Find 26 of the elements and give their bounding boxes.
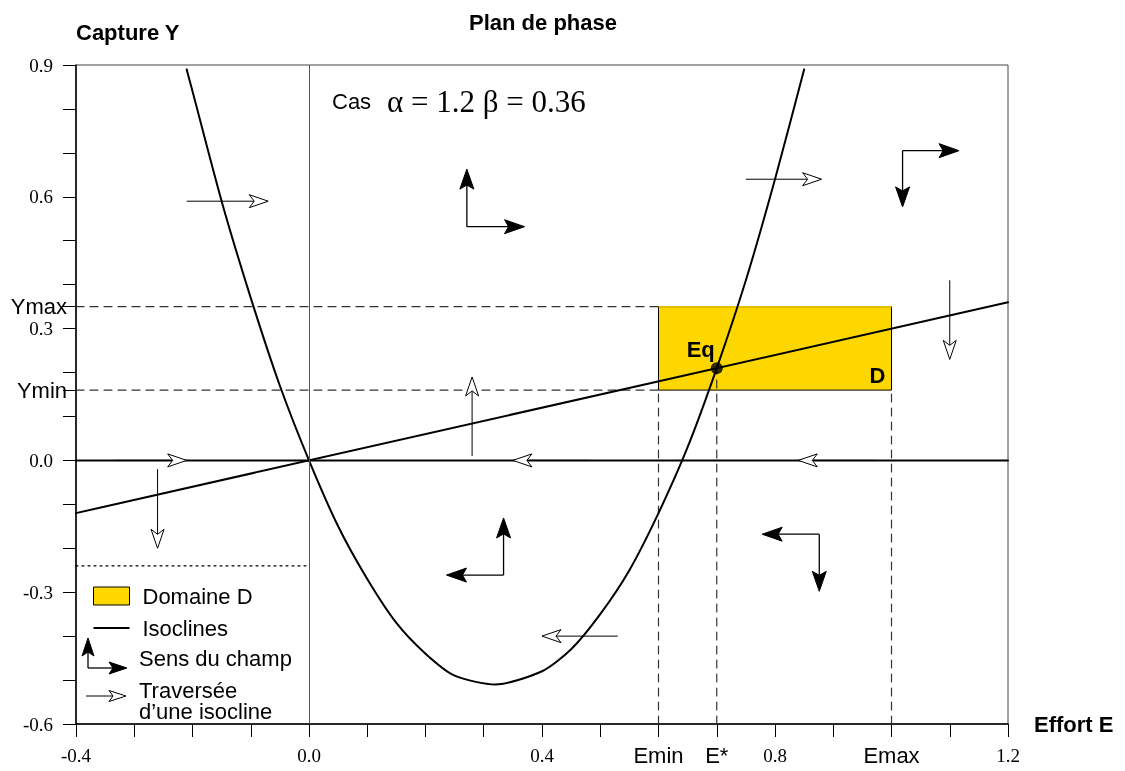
x-axis-title: Effort E	[1034, 711, 1114, 737]
x-tick-label: 0.4	[530, 744, 555, 766]
x-tick-label: Emax	[863, 742, 920, 768]
y-tick-label: -0.3	[22, 581, 53, 603]
legend-label: Domaine D	[142, 583, 253, 609]
x-tick-label: -0.4	[60, 744, 92, 766]
y-axis-title: Capture Y	[76, 19, 180, 45]
y-tick-label: Ymin	[16, 377, 67, 403]
annotation: Cas α = 1.2 β = 0.36	[332, 83, 586, 119]
y-tick-label: 0.0	[29, 449, 53, 471]
y-tick-label: -0.6	[22, 713, 53, 735]
legend-label: Isoclines	[142, 615, 229, 641]
x-tick-label: 1.2	[996, 744, 1020, 766]
annotation: Eq	[686, 336, 715, 362]
y-tick-label: 0.9	[29, 54, 53, 76]
x-tick-label: 0.0	[297, 744, 321, 766]
x-tick-label: E*	[705, 742, 729, 768]
annotation: Traversée d’une isocline	[139, 678, 273, 724]
y-tick-label: Ymax	[10, 294, 67, 320]
annotation: D	[869, 362, 886, 388]
y-tick-label: 0.3	[29, 318, 53, 340]
annotation: Sens du champ	[139, 646, 292, 671]
x-tick-label: Emin	[633, 742, 684, 768]
x-tick-label: 0.8	[763, 744, 787, 766]
chart-title: Plan de phase	[469, 9, 617, 35]
y-tick-label: 0.6	[29, 186, 53, 208]
